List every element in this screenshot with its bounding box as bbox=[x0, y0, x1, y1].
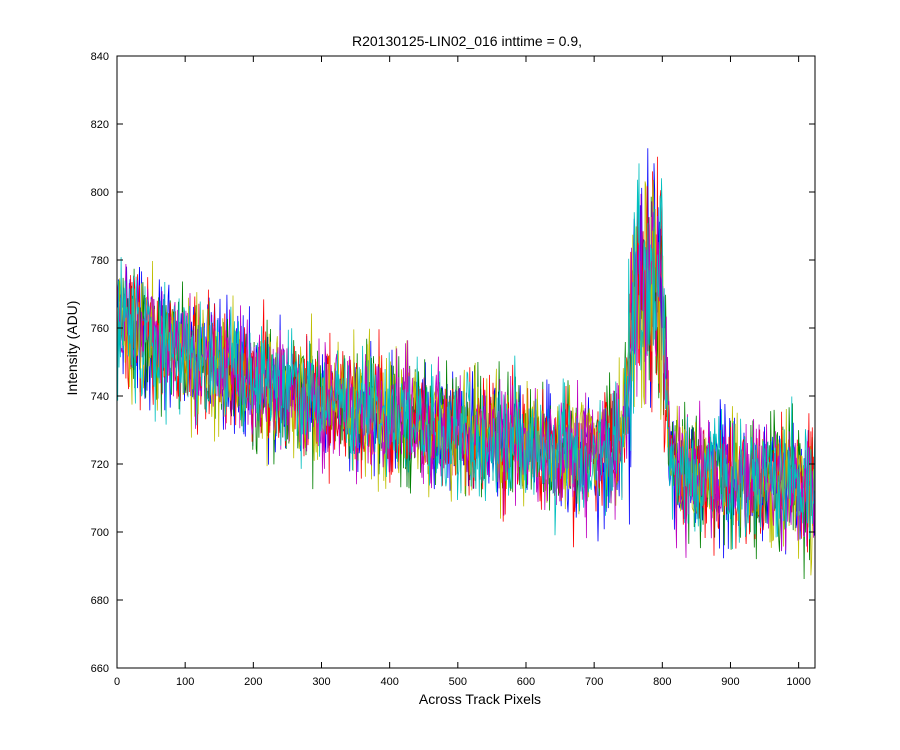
x-tick-label: 1000 bbox=[786, 676, 810, 688]
series-layer bbox=[116, 148, 816, 580]
y-tick-label: 720 bbox=[91, 459, 109, 471]
axes-box bbox=[116, 55, 816, 669]
series-line-6 bbox=[116, 163, 816, 550]
y-axis-label: Intensity (ADU) bbox=[64, 301, 80, 396]
y-tick-label: 680 bbox=[91, 595, 109, 607]
x-tick-label: 900 bbox=[721, 676, 739, 688]
x-axis-label: Across Track Pixels bbox=[419, 691, 541, 707]
x-tick-label: 0 bbox=[114, 676, 120, 688]
x-tick-label: 700 bbox=[585, 676, 603, 688]
x-tick-label: 800 bbox=[653, 676, 671, 688]
y-tick-label: 820 bbox=[91, 119, 109, 131]
x-tick-label: 600 bbox=[517, 676, 535, 688]
x-tick-label: 400 bbox=[380, 676, 398, 688]
x-tick-label: 300 bbox=[312, 676, 330, 688]
y-tick-label: 780 bbox=[91, 255, 109, 267]
x-tick-label: 200 bbox=[244, 676, 262, 688]
x-tick-label: 500 bbox=[449, 676, 467, 688]
x-tick-label: 100 bbox=[176, 676, 194, 688]
y-tick-label: 760 bbox=[91, 323, 109, 335]
y-tick-label: 700 bbox=[91, 527, 109, 539]
chart-title: R20130125-LIN02_016 inttime = 0.9, bbox=[352, 33, 582, 49]
ticks-layer: 0 100 200 300 400 500 600 700 800 900 1000 660 680 70… bbox=[91, 51, 815, 688]
y-tick-label: 800 bbox=[91, 187, 109, 199]
y-tick-label: 740 bbox=[91, 391, 109, 403]
y-tick-label: 660 bbox=[91, 663, 109, 675]
y-tick-label: 840 bbox=[91, 51, 109, 63]
